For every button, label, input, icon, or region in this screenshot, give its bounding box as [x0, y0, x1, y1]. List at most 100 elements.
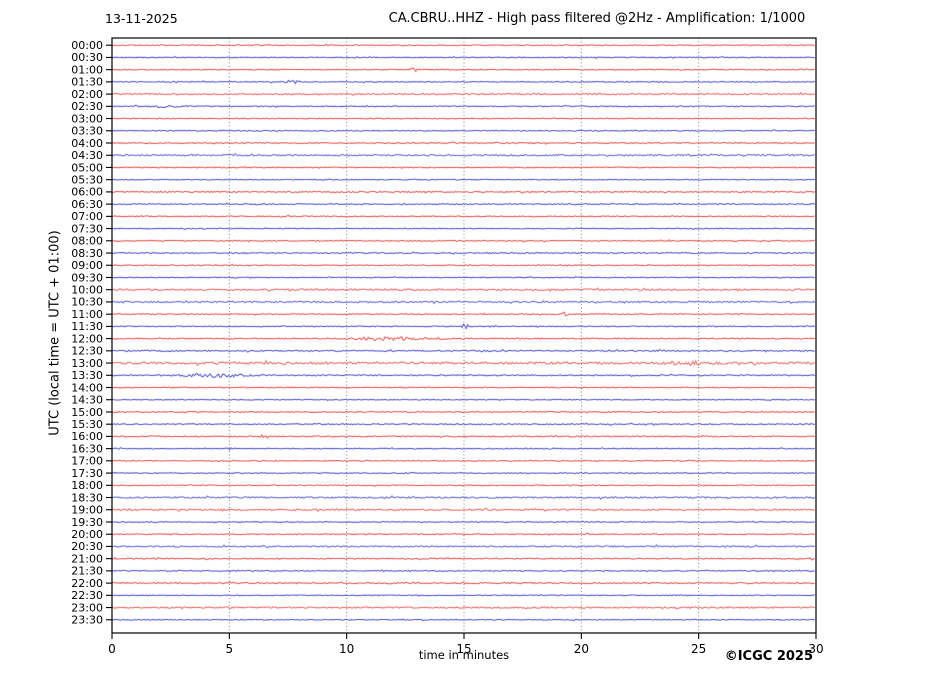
seismogram-trace — [111, 166, 815, 169]
y-tick-label: 12:30 — [71, 345, 103, 358]
seismogram-trace — [111, 336, 815, 341]
seismogram-trace — [111, 141, 815, 145]
y-tick-label: 19:00 — [71, 504, 103, 517]
seismogram-trace — [111, 178, 815, 181]
seismogram-trace — [111, 532, 815, 536]
seismogram-trace — [111, 311, 815, 317]
seismogram-trace — [111, 239, 815, 243]
y-tick-label: 07:00 — [71, 210, 103, 223]
y-tick-label: 23:30 — [71, 614, 103, 627]
y-tick-label: 08:30 — [71, 247, 103, 260]
y-tick-label: 22:30 — [71, 589, 103, 602]
seismogram-trace — [111, 556, 815, 561]
seismogram-trace — [111, 373, 815, 378]
seismogram-trace — [111, 56, 815, 59]
y-tick-label: 20:30 — [71, 540, 103, 553]
seismogram-trace — [112, 117, 815, 120]
seismogram-trace — [111, 263, 815, 267]
y-tick-label: 14:30 — [71, 394, 103, 407]
seismogram-trace — [111, 359, 815, 367]
y-tick-label: 13:00 — [71, 357, 103, 370]
y-tick-label: 11:30 — [71, 320, 103, 333]
y-tick-label: 18:30 — [71, 491, 103, 504]
seismogram-trace — [111, 471, 815, 475]
y-tick-label: 18:00 — [71, 479, 103, 492]
y-tick-label: 07:30 — [71, 222, 103, 235]
seismogram-trace — [111, 495, 816, 500]
y-tick-label: 21:30 — [71, 565, 103, 578]
seismogram-trace — [111, 386, 815, 389]
seismogram-trace — [111, 67, 815, 73]
y-tick-label: 04:00 — [71, 137, 103, 150]
seismogram-trace — [111, 459, 815, 463]
copyright-label: ©ICGC 2025 — [724, 649, 813, 664]
y-tick-label: 00:00 — [71, 39, 103, 52]
y-tick-label: 05:00 — [71, 161, 103, 174]
y-tick-label: 01:00 — [71, 63, 103, 76]
seismogram-trace — [111, 202, 815, 206]
seismogram-trace — [111, 349, 815, 353]
seismogram-trace — [112, 190, 816, 194]
seismogram-trace — [111, 422, 815, 426]
seismogram-trace — [111, 581, 815, 585]
y-tick-label: 09:00 — [71, 259, 103, 272]
y-tick-label: 13:30 — [71, 369, 103, 382]
seismogram-trace — [111, 227, 815, 230]
seismogram-trace — [111, 569, 815, 573]
seismogram-trace — [111, 484, 815, 487]
y-tick-label: 03:00 — [71, 112, 103, 125]
seismogram-trace — [111, 104, 815, 108]
y-tick-label: 06:00 — [71, 186, 103, 199]
y-tick-label: 22:00 — [71, 577, 103, 590]
y-tick-label: 20:00 — [71, 528, 103, 541]
y-tick-label: 01:30 — [71, 76, 103, 89]
seismogram-trace — [111, 434, 815, 439]
seismogram-trace — [111, 300, 816, 304]
chart-title: CA.CBRU..HHZ - High pass filtered @2Hz -… — [388, 11, 806, 26]
y-tick-label: 02:00 — [71, 88, 103, 101]
x-axis-label: time in minutes — [418, 648, 510, 662]
y-tick-label: 10:30 — [71, 296, 103, 309]
seismogram-trace — [111, 520, 815, 524]
y-tick-label: 06:30 — [71, 198, 103, 211]
seismogram-trace — [111, 447, 815, 451]
y-tick-label: 17:30 — [71, 467, 103, 480]
seismogram-trace — [111, 410, 815, 414]
y-tick-label: 15:00 — [71, 406, 103, 419]
y-tick-label: 11:00 — [71, 308, 103, 321]
y-tick-label: 10:00 — [71, 284, 103, 297]
seismogram-trace — [111, 606, 815, 610]
seismogram-trace — [111, 323, 815, 330]
x-tick-label: 30 — [808, 642, 823, 656]
seismogram-trace — [111, 251, 815, 255]
seismogram-trace — [111, 544, 815, 549]
date-label: 13-11-2025 — [105, 11, 178, 26]
seismogram-trace — [111, 153, 815, 157]
x-tick-label: 25 — [691, 642, 706, 656]
seismogram-trace — [111, 594, 815, 597]
y-tick-label: 09:30 — [71, 271, 103, 284]
x-tick-label: 20 — [574, 642, 589, 656]
seismogram-trace — [112, 79, 815, 85]
y-tick-label: 12:00 — [71, 332, 103, 345]
seismogram-trace — [111, 618, 815, 622]
y-tick-label: 21:00 — [71, 552, 103, 565]
seismogram-trace — [111, 44, 815, 47]
y-tick-label: 16:00 — [71, 430, 103, 443]
seismogram-trace — [111, 507, 815, 512]
y-tick-label: 04:30 — [71, 149, 103, 162]
seismogram-trace — [111, 214, 815, 218]
y-tick-label: 14:00 — [71, 381, 103, 394]
seismogram-trace — [111, 398, 815, 401]
seismogram-trace — [111, 287, 815, 292]
y-tick-label: 19:30 — [71, 516, 103, 529]
y-tick-label: 17:00 — [71, 455, 103, 468]
x-tick-label: 15 — [456, 642, 471, 656]
y-tick-label: 16:30 — [71, 442, 103, 455]
seismogram-trace — [111, 92, 815, 96]
seismogram-trace — [111, 276, 815, 279]
y-tick-label: 23:00 — [71, 601, 103, 614]
x-tick-label: 5 — [226, 642, 234, 656]
